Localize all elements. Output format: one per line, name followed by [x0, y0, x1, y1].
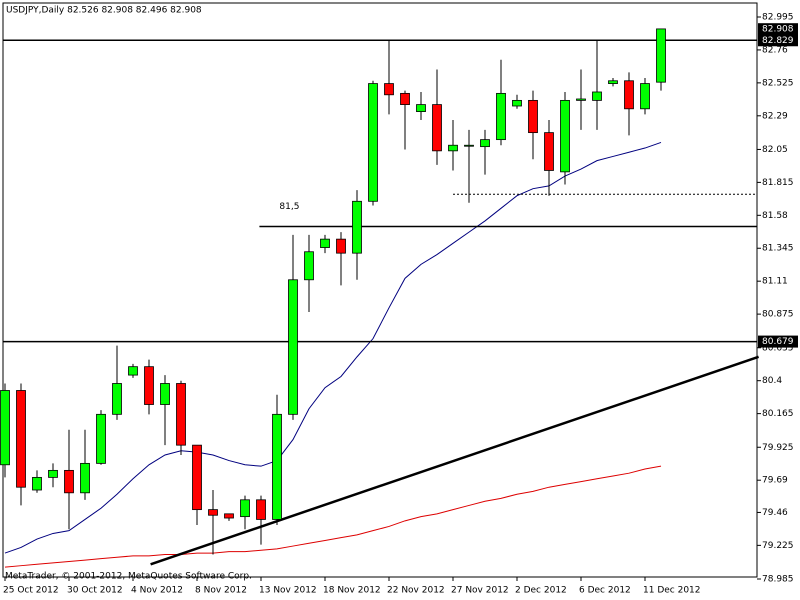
y-tick-label: 81.345 [762, 244, 794, 254]
price-label-box [758, 34, 798, 47]
x-tick-label: 8 Nov 2012 [195, 586, 247, 596]
candle-body [352, 200, 362, 254]
candle-body [464, 144, 474, 147]
y-tick-label: 82.29 [762, 111, 788, 121]
candle-body [656, 28, 666, 83]
x-tick-label: 6 Dec 2012 [579, 586, 631, 596]
candle-body [592, 91, 602, 101]
candle-body [528, 99, 538, 134]
candle-body [288, 279, 298, 415]
x-tick-label: 27 Nov 2012 [451, 586, 509, 596]
y-tick-label: 80.165 [762, 409, 794, 419]
candle-body [368, 83, 378, 202]
footer: MetaTrader, © 2001-2012, MetaQuotes Soft… [5, 572, 252, 582]
price-label: 80.679 [762, 337, 794, 347]
candle-body [240, 499, 250, 518]
candle-body [320, 238, 330, 248]
candle-body [80, 462, 90, 494]
level-label: 81,5 [279, 202, 299, 212]
x-tick-label: 30 Oct 2012 [67, 586, 123, 596]
candle-body [48, 469, 58, 478]
candle-body [272, 413, 282, 520]
candle-body [16, 390, 26, 488]
y-tick-label: 81.11 [762, 277, 788, 287]
chart-title: USDJPY,Daily 82.526 82.908 82.496 82.908 [6, 6, 202, 16]
candle-body [64, 469, 74, 494]
candle-body [416, 104, 426, 113]
candle-body [448, 144, 458, 152]
y-tick-label: 79.46 [762, 508, 788, 518]
x-tick-label: 2 Dec 2012 [515, 586, 567, 596]
y-tick-label: 82.76 [762, 45, 788, 55]
candle-body [432, 104, 442, 152]
y-tick-label: 79.69 [762, 476, 788, 486]
price-label: 82.908 [762, 25, 794, 35]
y-tick-label: 81.815 [762, 178, 794, 188]
candle-body [400, 92, 410, 105]
x-tick-label: 13 Nov 2012 [259, 586, 317, 596]
y-tick-label: 79.225 [762, 541, 794, 551]
plot-frame [2, 2, 758, 578]
candle-body [624, 80, 634, 110]
candle-body [192, 444, 202, 511]
y-tick-label: 80.635 [762, 343, 794, 353]
candle-body [544, 132, 554, 171]
candle-body [256, 499, 266, 520]
trendline [150, 355, 760, 566]
candle-body [576, 98, 586, 101]
price-label-box [758, 23, 798, 36]
candle-body [512, 99, 522, 107]
moving-average [4, 141, 662, 554]
candle-body [0, 390, 10, 466]
y-tick-label: 80.4 [762, 376, 782, 386]
y-tick-label: 81.58 [762, 211, 788, 221]
candle-body [128, 366, 138, 376]
candle-body [496, 92, 506, 141]
candle-body [32, 476, 42, 491]
candle-body [160, 383, 170, 405]
candle-body [608, 80, 618, 84]
candle-body [176, 383, 186, 446]
price-label-box [758, 335, 798, 348]
candle-body [384, 83, 394, 96]
candle-body [224, 513, 234, 519]
y-tick-label: 82.525 [762, 78, 794, 88]
x-tick-label: 25 Oct 2012 [3, 586, 59, 596]
candle-body [112, 383, 122, 415]
x-tick-label: 22 Nov 2012 [387, 586, 445, 596]
x-tick-label: 4 Nov 2012 [131, 586, 183, 596]
y-tick-label: 78.985 [762, 575, 794, 585]
candle-body [336, 238, 346, 254]
y-tick-label: 82.05 [762, 145, 788, 155]
candle-body [304, 251, 314, 281]
moving-average [4, 465, 662, 568]
x-tick-label: 18 Nov 2012 [323, 586, 381, 596]
candle-body [144, 366, 154, 405]
candle-body [560, 99, 570, 173]
x-tick-label: 11 Dec 2012 [643, 586, 701, 596]
y-tick-label: 82.995 [762, 13, 794, 23]
y-tick-label: 80.875 [762, 310, 794, 320]
candle-body [640, 83, 650, 110]
price-label: 82.829 [762, 36, 794, 46]
candle-body [96, 413, 106, 464]
candle-body [208, 509, 218, 516]
y-tick-label: 79.925 [762, 443, 794, 453]
candle-body [480, 139, 490, 148]
